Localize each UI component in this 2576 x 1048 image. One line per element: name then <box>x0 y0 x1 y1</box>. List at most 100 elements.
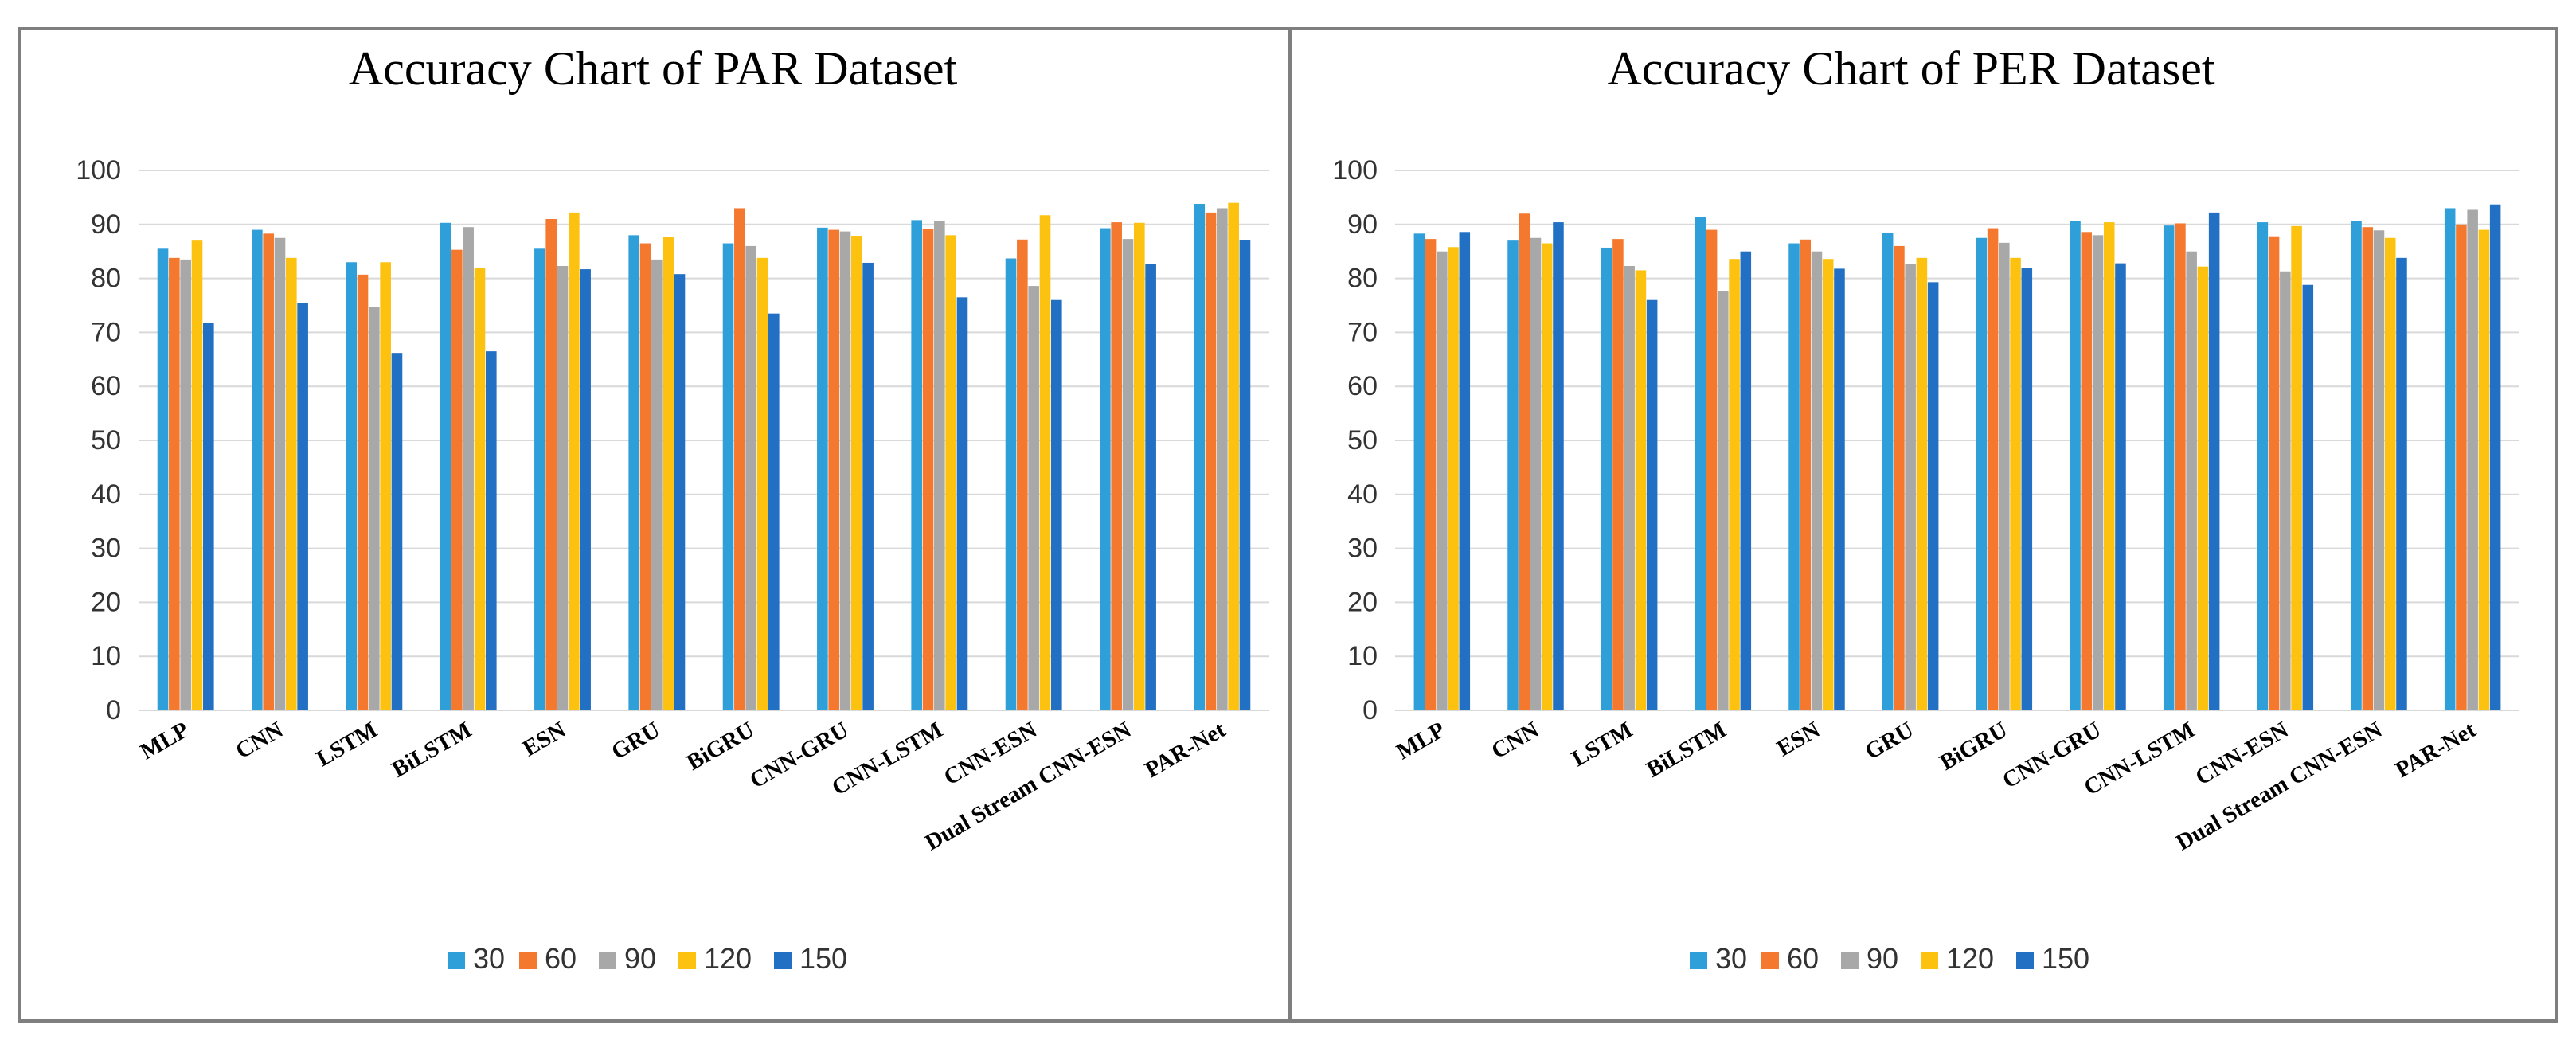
bar-lstm-120 <box>380 262 391 710</box>
legend-label-120: 120 <box>704 942 752 975</box>
bar-bilstm-150 <box>485 351 497 710</box>
legend-label-120: 120 <box>1946 942 1994 975</box>
bar-dual-stream-cnn-esn-90 <box>2373 230 2385 710</box>
bar-cnn-gru-150 <box>862 262 874 710</box>
bar-mlp-150 <box>202 323 214 710</box>
bar-bilstm-150 <box>1740 251 1752 710</box>
x-tick-label: PAR-Net <box>1141 717 1230 783</box>
bar-cnn-esn-60 <box>2268 236 2280 710</box>
bar-esn-30 <box>1788 243 1800 710</box>
x-tick-label: MLP <box>1393 717 1450 764</box>
bar-bigru-150 <box>2021 268 2033 710</box>
legend-label-30: 30 <box>1715 942 1747 975</box>
bar-par-net-90 <box>2467 209 2478 710</box>
bar-dual-stream-cnn-esn-120 <box>2384 237 2396 710</box>
bar-gru-90 <box>1905 264 1916 710</box>
bar-bilstm-90 <box>463 227 474 710</box>
bar-mlp-120 <box>191 240 203 710</box>
bar-cnn-gru-120 <box>851 236 862 711</box>
bar-lstm-150 <box>1646 299 1658 711</box>
bar-lstm-60 <box>1612 239 1624 711</box>
bar-cnn-30 <box>252 229 263 710</box>
x-tick-label: ESN <box>1773 717 1824 761</box>
y-tick-label: 30 <box>91 534 121 564</box>
bar-lstm-90 <box>1624 266 1635 711</box>
bar-lstm-120 <box>1635 270 1647 710</box>
bar-par-net-120 <box>1228 202 1239 710</box>
bar-cnn-120 <box>286 257 297 710</box>
bar-dual-stream-cnn-esn-60 <box>2362 227 2374 710</box>
bar-par-net-30 <box>1194 204 1206 710</box>
y-tick-label: 100 <box>1332 155 1378 186</box>
bar-cnn-gru-30 <box>2070 221 2081 710</box>
bar-bilstm-120 <box>474 268 486 710</box>
y-tick-label: 30 <box>1347 534 1378 564</box>
bar-gru-60 <box>1894 245 1905 710</box>
bar-cnn-150 <box>1553 222 1564 710</box>
y-tick-label: 40 <box>91 479 121 510</box>
bar-lstm-30 <box>1601 247 1612 711</box>
bar-cnn-90 <box>1530 237 1542 710</box>
bar-cnn-lstm-90 <box>934 221 945 710</box>
chart-title: Accuracy Chart of PER Dataset <box>1607 42 2214 95</box>
legend-label-150: 150 <box>799 942 847 975</box>
x-tick-label: BiLSTM <box>1642 717 1730 783</box>
y-tick-label: 90 <box>1347 209 1378 240</box>
bar-gru-60 <box>639 243 651 710</box>
y-tick-label: 80 <box>1347 264 1378 294</box>
bar-cnn-esn-60 <box>1017 239 1028 710</box>
bar-bigru-30 <box>1976 237 1988 710</box>
bar-cnn-lstm-120 <box>945 235 956 710</box>
legend-label-90: 90 <box>624 942 656 975</box>
chart-panel-per: Accuracy Chart of PER Dataset 0 10 20 30 40 5… <box>1288 27 2558 1023</box>
legend-label-30: 30 <box>473 942 505 975</box>
legend-swatch-120 <box>1921 952 1938 969</box>
bar-cnn-lstm-60 <box>2175 223 2186 711</box>
figure-frame <box>18 27 2558 1023</box>
y-tick-label: 50 <box>1347 425 1378 456</box>
bar-bigru-150 <box>768 313 780 710</box>
bar-par-net-150 <box>1239 240 1251 710</box>
bar-cnn-90 <box>274 237 286 710</box>
bar-lstm-90 <box>369 307 380 710</box>
x-tick-label: GRU <box>1861 717 1918 764</box>
y-tick-label: 10 <box>91 641 121 671</box>
bar-gru-90 <box>651 259 663 710</box>
bar-bilstm-30 <box>440 222 451 710</box>
y-tick-label: 20 <box>91 587 121 617</box>
bar-gru-120 <box>663 237 674 710</box>
bar-gru-150 <box>1927 282 1939 710</box>
bar-esn-90 <box>557 266 569 711</box>
y-tick-label: 80 <box>91 264 121 294</box>
bar-dual-stream-cnn-esn-30 <box>1100 228 1111 710</box>
legend-swatch-90 <box>599 952 616 969</box>
bar-cnn-gru-30 <box>817 227 828 710</box>
bar-bigru-30 <box>722 243 734 710</box>
bar-cnn-60 <box>1519 213 1530 710</box>
bar-gru-30 <box>628 235 640 710</box>
bar-cnn-esn-150 <box>1050 299 1062 711</box>
bar-cnn-gru-90 <box>839 231 851 710</box>
bar-cnn-esn-90 <box>2280 271 2291 710</box>
x-tick-label: MLP <box>136 717 193 764</box>
bar-cnn-gru-90 <box>2092 235 2104 710</box>
bar-cnn-gru-150 <box>2115 263 2126 711</box>
y-tick-label: 60 <box>91 371 121 401</box>
bar-gru-30 <box>1882 232 1894 711</box>
legend-swatch-60 <box>1761 952 1779 969</box>
bar-cnn-lstm-60 <box>922 229 934 710</box>
legend-swatch-30 <box>448 952 465 969</box>
x-tick-label: LSTM <box>1567 717 1636 772</box>
bar-mlp-30 <box>1413 233 1425 710</box>
bar-mlp-90 <box>180 259 191 710</box>
x-tick-label: ESN <box>518 717 570 761</box>
legend-swatch-150 <box>774 952 792 969</box>
bar-bigru-60 <box>1987 228 1999 710</box>
bar-dual-stream-cnn-esn-30 <box>2351 221 2362 710</box>
legend-label-90: 90 <box>1867 942 1898 975</box>
bar-cnn-lstm-150 <box>956 297 968 711</box>
x-tick-label: GRU <box>608 717 665 764</box>
bar-bilstm-60 <box>1706 229 1718 710</box>
bar-dual-stream-cnn-esn-90 <box>1122 239 1134 711</box>
chart-panel-par: Accuracy Chart of PAR Dataset 0 10 20 30 40 5… <box>18 27 1288 1023</box>
